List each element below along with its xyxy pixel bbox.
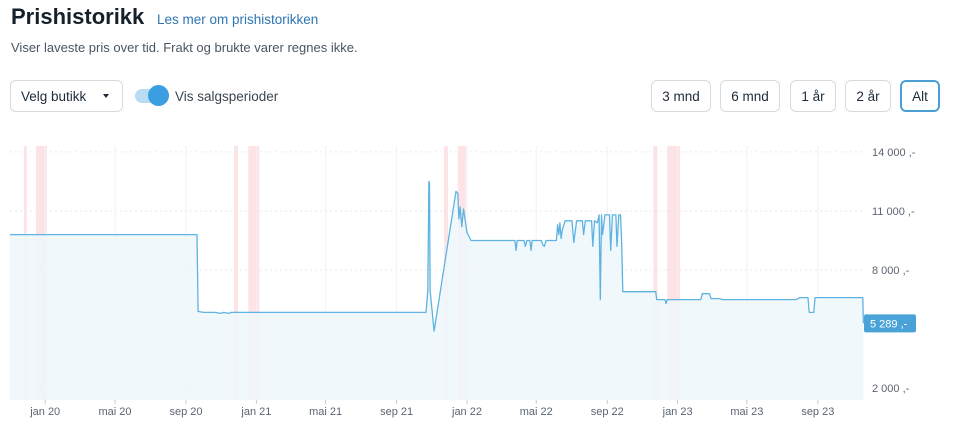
x-axis: jan 20 mai 20 sep 20 jan 21 mai 21 sep 21 jan … xyxy=(29,400,834,418)
range-button-all[interactable]: Alt xyxy=(900,80,940,112)
sale-periods-toggle-label: Vis salgsperioder xyxy=(175,89,279,104)
sale-periods-toggle[interactable] xyxy=(135,85,169,107)
x-tick-label: mai 22 xyxy=(520,406,553,418)
x-tick-label: jan 22 xyxy=(451,406,482,418)
caret-down-icon xyxy=(103,94,109,98)
sale-period-band-3 xyxy=(248,146,260,400)
price-line xyxy=(10,180,865,332)
range-button-1y[interactable]: 1 år xyxy=(790,80,836,112)
sale-period-band-2 xyxy=(233,146,238,400)
page-title: Prishistorikk xyxy=(11,4,145,29)
x-tick-label: sep 23 xyxy=(801,406,834,418)
y-axis: 2 000 ,- 8 000 ,- 11 000 ,- 14 000 ,- xyxy=(872,147,916,395)
x-tick-label: jan 20 xyxy=(29,406,60,418)
x-tick-label: sep 21 xyxy=(380,406,413,418)
page-subtitle: Viser laveste pris over tid. Frakt og br… xyxy=(11,40,358,55)
price-series xyxy=(10,180,865,332)
last-value-badge xyxy=(864,314,916,333)
y-tick-label: 14 000 ,- xyxy=(872,147,916,159)
toggle-knob xyxy=(148,85,169,106)
x-tick-label: sep 20 xyxy=(169,406,202,418)
y-tick-label: 2 000 ,- xyxy=(872,383,910,395)
x-tick-label: mai 21 xyxy=(309,406,342,418)
sale-period-band-6 xyxy=(653,146,658,400)
x-tick-label: mai 20 xyxy=(99,406,132,418)
x-tick-label: jan 23 xyxy=(662,406,693,418)
store-select-label: Velg butikk xyxy=(21,88,87,104)
y-tick-label: 11 000 ,- xyxy=(872,206,915,218)
range-button-2y[interactable]: 2 år xyxy=(845,80,891,112)
price-history-info-link[interactable]: Les mer om prishistorikken xyxy=(157,12,319,27)
x-tick-label: mai 23 xyxy=(730,406,763,418)
range-button-6m[interactable]: 6 mnd xyxy=(720,80,780,112)
last-value-text: 5 289 ,- xyxy=(870,318,908,330)
last-value-label: 5 289 ,- xyxy=(864,314,916,333)
y-tick-label: 8 000 ,- xyxy=(872,265,910,277)
x-tick-label: jan 21 xyxy=(240,406,271,418)
area-fill xyxy=(10,181,864,400)
x-tick-label: sep 22 xyxy=(591,406,624,418)
price-area xyxy=(10,181,864,400)
range-button-3m[interactable]: 3 mnd xyxy=(651,80,711,112)
store-select[interactable]: Velg butikk xyxy=(10,80,123,112)
